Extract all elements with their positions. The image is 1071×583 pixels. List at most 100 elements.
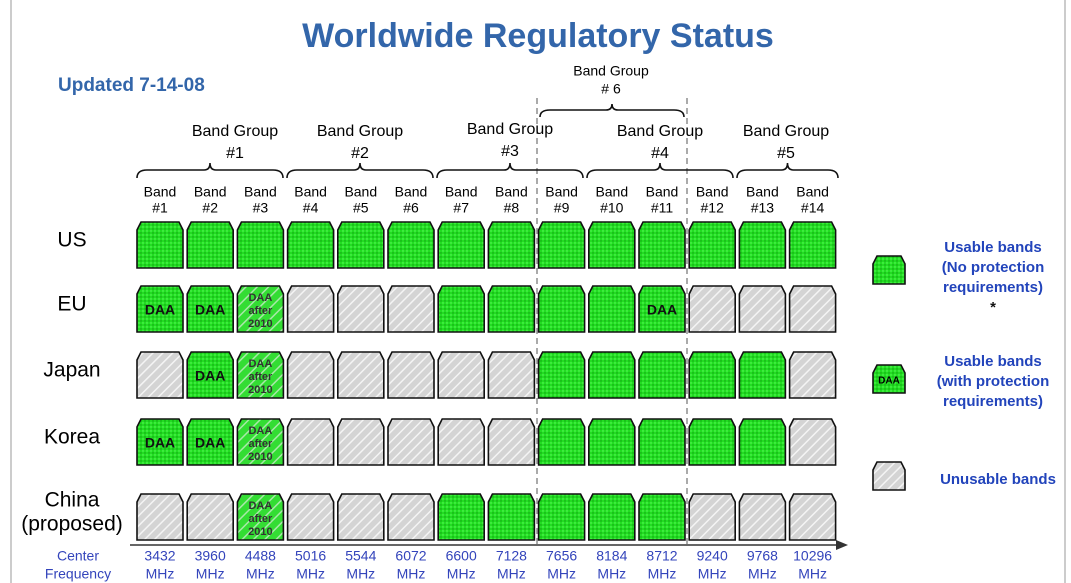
band-cell [587,351,636,399]
band-name: Band [144,184,177,200]
legend-text: (with protection [937,373,1050,390]
band-unit: MHz [397,566,426,582]
band-cell [236,493,285,541]
cell-text: DAA [248,292,272,304]
band-cell [136,285,184,333]
cell-text: 2010 [248,384,272,396]
axis-arrow [836,540,848,550]
band-unit: MHz [497,566,526,582]
cell-text: after [248,513,273,525]
band-cell [136,493,184,541]
band-frequency: 3432 [144,548,175,564]
group-number: #5 [777,145,795,162]
band-cell [387,418,435,466]
frequency-label: Center [57,548,99,564]
band-cell [236,351,285,399]
band-cell [688,221,737,269]
band-cell [587,285,636,333]
band-cell [136,221,184,269]
legend-icon [872,461,906,491]
band-cell [537,285,586,333]
cell-text: DAA [195,368,225,384]
band-cell [236,418,285,466]
band-name: Band [294,184,327,200]
band-number: #5 [353,200,369,216]
band-cell [186,493,234,541]
band-number: #4 [303,200,319,216]
band-cell [487,351,536,399]
band-cell [738,351,787,399]
brace [539,103,685,118]
band-cell [387,285,435,333]
cell-text: 2010 [248,318,272,330]
title: Worldwide Regulatory Status [302,17,774,55]
band-cell [537,493,586,541]
group-number: #2 [351,145,369,162]
band-cell [688,351,737,399]
band-cell [537,418,586,466]
group-name: Band Group [467,121,553,138]
band-cell [186,418,234,466]
band-frequency: 5016 [295,548,326,564]
legend-text: requirements) [943,393,1043,410]
band-cell [587,493,636,541]
band-cell [336,418,385,466]
band-cell [638,493,686,541]
band-cell [286,493,335,541]
cell-text: 2010 [248,451,272,463]
band-cell [638,285,686,333]
band-number: #6 [403,200,419,216]
band-frequency: 4488 [245,548,276,564]
band-name: Band [545,184,578,200]
band-number: #1 [152,200,168,216]
band-cell [336,285,385,333]
band-cell [587,221,636,269]
cell-text: DAA [248,500,272,512]
band-cell [788,351,837,399]
band-cell [136,351,184,399]
band-unit: MHz [246,566,275,582]
band-unit: MHz [648,566,677,582]
frequency-label: Frequency [45,566,111,582]
band-cell [336,351,385,399]
band-number: #8 [504,200,520,216]
legend-icon-text: DAA [878,376,900,387]
band-frequency: 7656 [546,548,577,564]
band-cell [186,285,234,333]
band-cell [638,418,686,466]
cell-text: after [248,371,273,383]
band-number: #3 [253,200,269,216]
band-cell [788,493,837,541]
region-name: China [45,489,100,512]
group-name: Band Group [573,63,649,79]
band-unit: MHz [597,566,626,582]
cell-text: DAA [195,435,225,451]
band-frequency: 9240 [697,548,728,564]
band-unit: MHz [698,566,727,582]
band-cell [186,221,234,269]
band-unit: MHz [547,566,576,582]
band-cell [688,493,737,541]
band-name: Band [696,184,729,200]
band-name: Band [595,184,628,200]
brace [586,162,734,179]
band-number: #14 [801,200,825,216]
band-cell [738,493,787,541]
band-cell [587,418,636,466]
band-cell [537,221,586,269]
band-unit: MHz [196,566,225,582]
band-cell [738,418,787,466]
cell-text: DAA [647,302,677,318]
group-name: Band Group [617,123,703,140]
band-cell [286,221,335,269]
band-cell [437,221,486,269]
group-number: #4 [651,145,669,162]
region-name: EU [57,293,86,316]
band-number: #13 [751,200,775,216]
band-cell [286,285,335,333]
region-name: Japan [43,359,100,382]
band-cell [286,418,335,466]
band-name: Band [646,184,679,200]
band-frequency: 8712 [646,548,677,564]
